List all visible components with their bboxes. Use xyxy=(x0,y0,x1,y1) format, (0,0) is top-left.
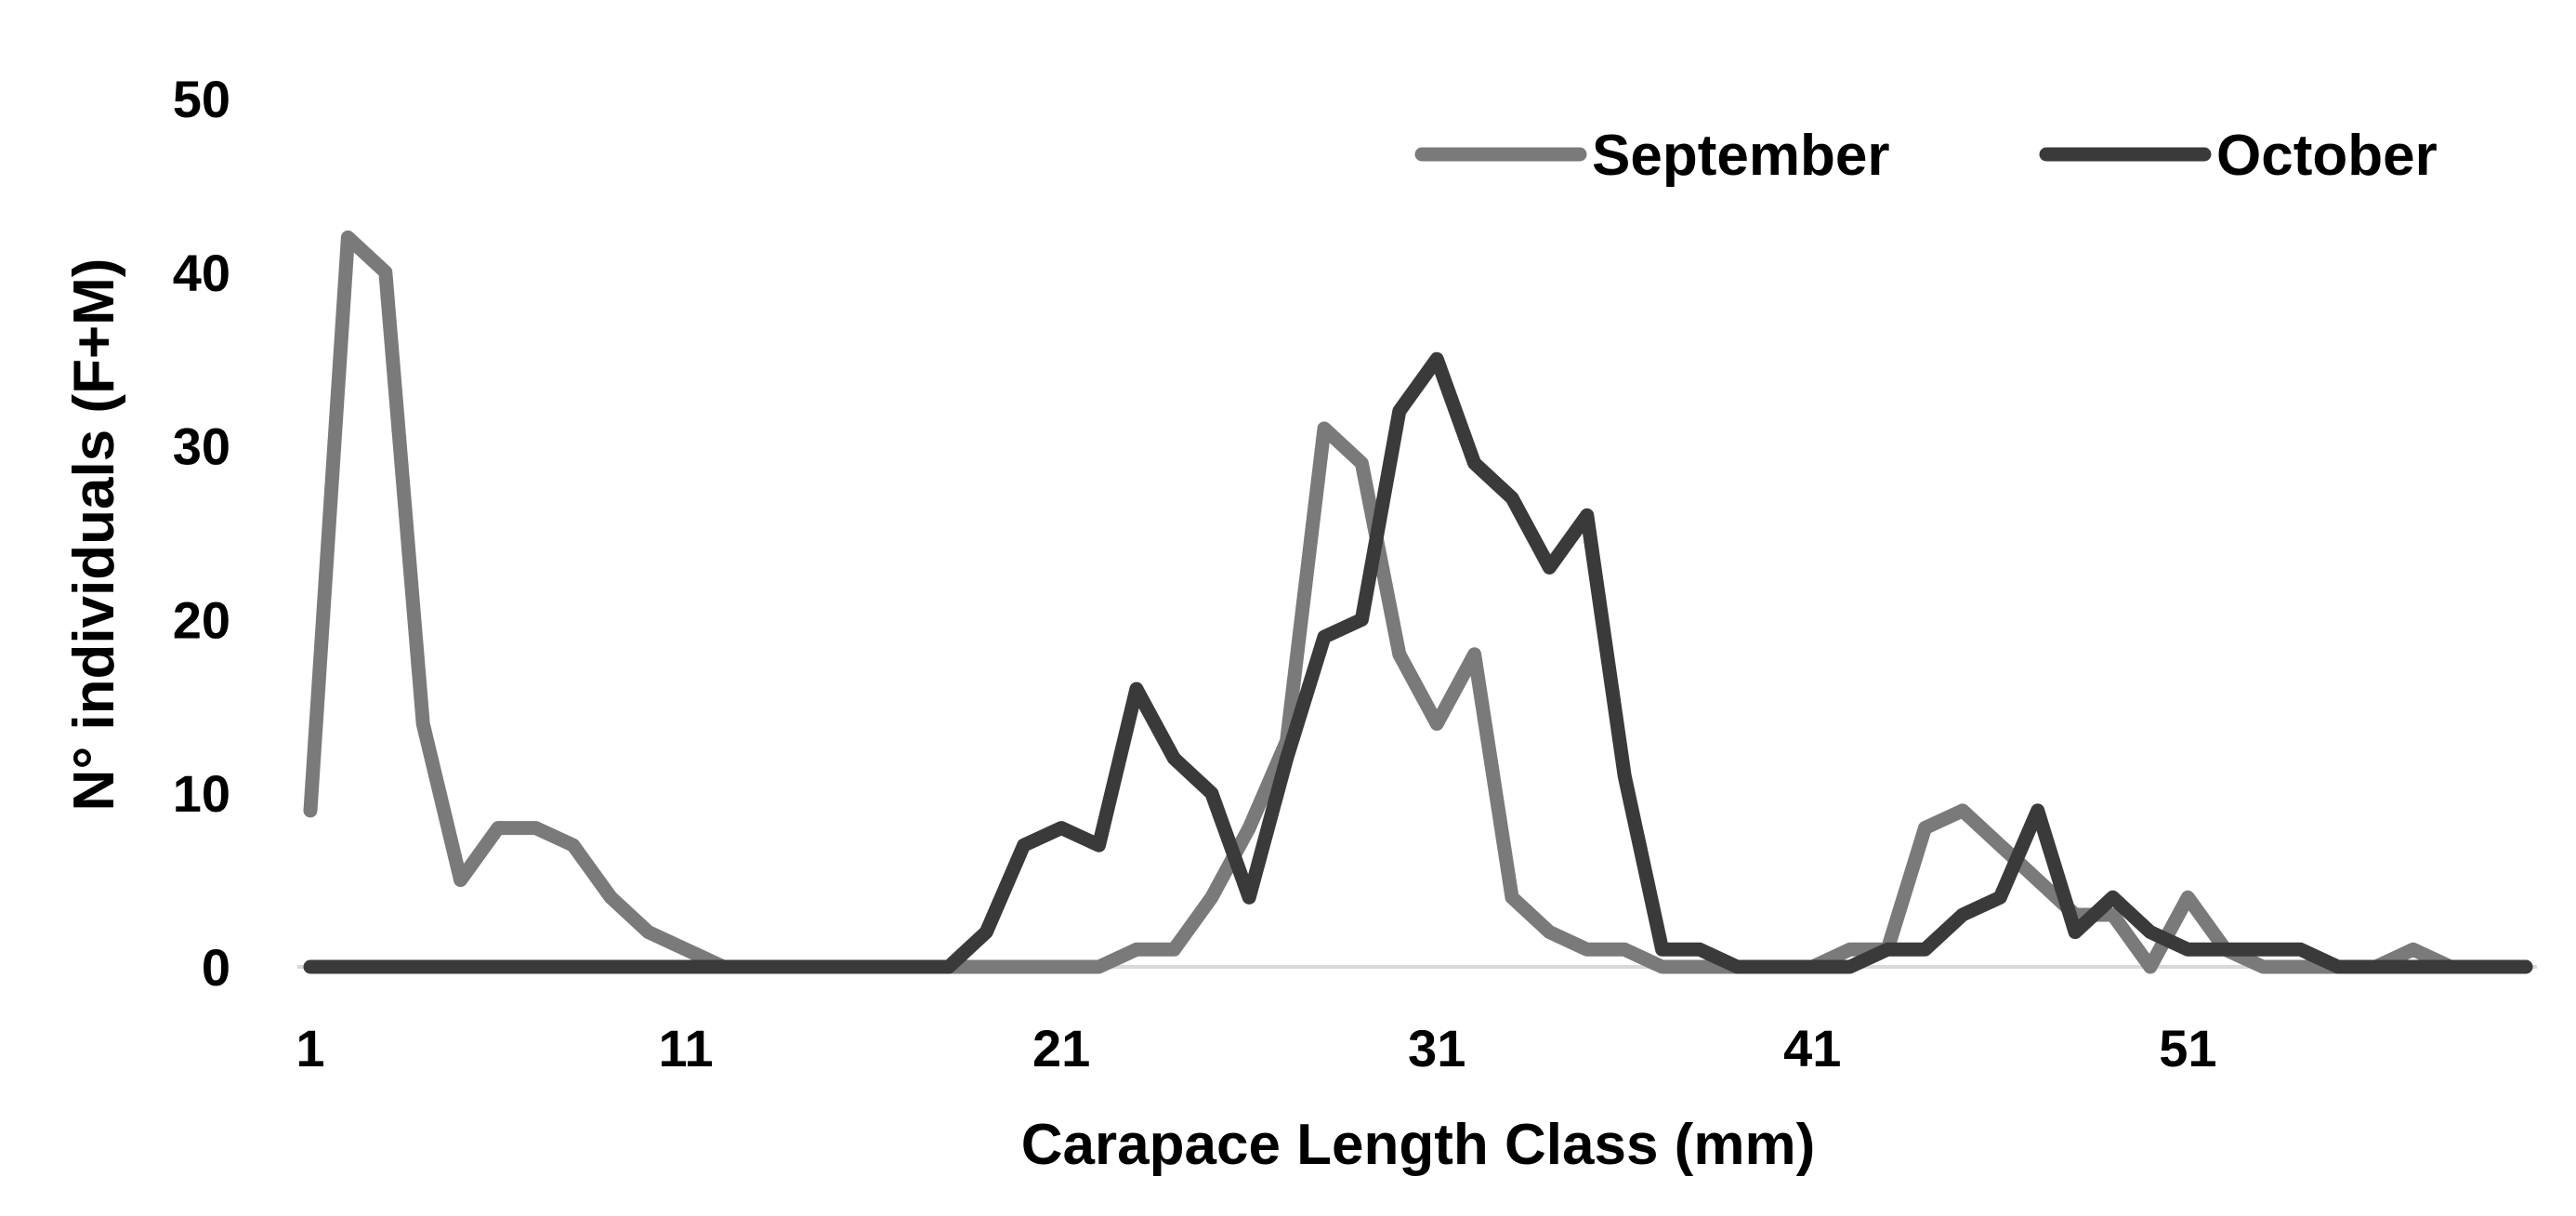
y-tick-label: 10 xyxy=(173,764,230,823)
y-tick-label: 20 xyxy=(173,590,230,649)
series-line-september xyxy=(303,230,2533,974)
x-tick-label: 51 xyxy=(2159,1019,2216,1077)
y-tick-label: 50 xyxy=(173,70,230,128)
series-layer xyxy=(303,230,2533,974)
y-tick-label: 40 xyxy=(173,244,230,302)
x-tick-label: 21 xyxy=(1032,1019,1090,1077)
x-tick-label: 31 xyxy=(1408,1019,1465,1077)
x-tick-label: 1 xyxy=(296,1019,324,1077)
x-axis-title: Carapace Length Class (mm) xyxy=(1021,1113,1815,1177)
y-tick-label: 30 xyxy=(173,417,230,476)
legend-label-september: September xyxy=(1592,124,1889,188)
x-axis-ticks: 1 11 21 31 41 51 xyxy=(296,1019,2216,1077)
x-tick-label: 11 xyxy=(658,1019,713,1077)
y-axis-title: N° individuals (F+M) xyxy=(62,258,126,812)
y-axis-ticks: 0 10 20 30 40 50 xyxy=(173,70,230,997)
y-tick-label: 0 xyxy=(202,938,230,997)
legend-label-october: October xyxy=(2216,124,2438,188)
legend: September October xyxy=(1414,124,2438,188)
series-line-october xyxy=(303,351,2533,974)
x-tick-label: 41 xyxy=(1783,1019,1841,1077)
